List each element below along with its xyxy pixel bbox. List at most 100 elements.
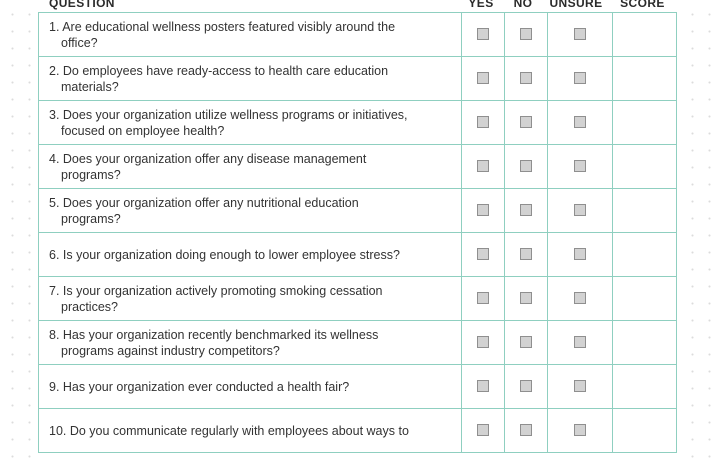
no-cell: [504, 276, 548, 321]
no-checkbox[interactable]: [520, 292, 532, 305]
question-text: 9. Has your organization ever conducted …: [49, 379, 350, 394]
unsure-checkbox[interactable]: [574, 248, 586, 261]
yes-cell: [461, 56, 505, 101]
unsure-checkbox[interactable]: [574, 336, 586, 349]
score-field[interactable]: [612, 56, 677, 101]
yes-cell: [461, 188, 505, 233]
unsure-checkbox[interactable]: [574, 292, 586, 305]
question-text: 2. Do employees have ready-access to hea…: [49, 63, 389, 94]
table-row: 6. Is your organization doing enough to …: [38, 232, 677, 277]
no-checkbox[interactable]: [520, 380, 532, 393]
question-cell: 10. Do you communicate regularly with em…: [38, 408, 462, 453]
unsure-cell: [547, 144, 613, 189]
unsure-cell: [547, 188, 613, 233]
question-cell: 7. Is your organization actively promoti…: [38, 276, 462, 321]
yes-checkbox[interactable]: [477, 248, 489, 261]
header-no: NO: [513, 0, 533, 10]
question-text: 4. Does your organization offer any dise…: [49, 151, 367, 182]
header-question: QUESTION: [49, 0, 115, 10]
yes-checkbox[interactable]: [477, 72, 489, 85]
questions-table: 1. Are educational wellness posters feat…: [38, 12, 677, 453]
score-field[interactable]: [612, 232, 677, 277]
unsure-checkbox[interactable]: [574, 28, 586, 41]
no-checkbox[interactable]: [520, 424, 532, 437]
yes-cell: [461, 12, 505, 57]
score-field[interactable]: [612, 144, 677, 189]
table-row: 1. Are educational wellness posters feat…: [38, 12, 677, 57]
yes-cell: [461, 100, 505, 145]
no-cell: [504, 232, 548, 277]
yes-checkbox[interactable]: [477, 160, 489, 173]
unsure-checkbox[interactable]: [574, 72, 586, 85]
score-field[interactable]: [612, 364, 677, 409]
unsure-cell: [547, 12, 613, 57]
yes-checkbox[interactable]: [477, 380, 489, 393]
yes-checkbox[interactable]: [477, 204, 489, 217]
table-row: 10. Do you communicate regularly with em…: [38, 408, 677, 453]
table-row: 8. Has your organization recently benchm…: [38, 320, 677, 365]
yes-checkbox[interactable]: [477, 424, 489, 437]
question-cell: 9. Has your organization ever conducted …: [38, 364, 462, 409]
unsure-cell: [547, 364, 613, 409]
question-cell: 3. Does your organization utilize wellne…: [38, 100, 462, 145]
yes-cell: [461, 144, 505, 189]
yes-cell: [461, 320, 505, 365]
score-field[interactable]: [612, 276, 677, 321]
header-yes: YES: [468, 0, 494, 10]
no-cell: [504, 320, 548, 365]
header-unsure: UNSURE: [549, 0, 603, 10]
yes-checkbox[interactable]: [477, 292, 489, 305]
unsure-checkbox[interactable]: [574, 160, 586, 173]
no-checkbox[interactable]: [520, 72, 532, 85]
table-row: 2. Do employees have ready-access to hea…: [38, 56, 677, 101]
table-header: QUESTION YES NO UNSURE SCORE: [38, 0, 677, 12]
question-cell: 1. Are educational wellness posters feat…: [38, 12, 462, 57]
unsure-checkbox[interactable]: [574, 380, 586, 393]
unsure-checkbox[interactable]: [574, 204, 586, 217]
score-field[interactable]: [612, 100, 677, 145]
unsure-checkbox[interactable]: [574, 424, 586, 437]
table-row: 4. Does your organization offer any dise…: [38, 144, 677, 189]
question-text: 3. Does your organization utilize wellne…: [49, 107, 408, 138]
no-checkbox[interactable]: [520, 248, 532, 261]
question-cell: 4. Does your organization offer any dise…: [38, 144, 462, 189]
question-cell: 5. Does your organization offer any nutr…: [38, 188, 462, 233]
yes-cell: [461, 408, 505, 453]
no-cell: [504, 56, 548, 101]
question-text: 1. Are educational wellness posters feat…: [49, 19, 396, 50]
yes-cell: [461, 364, 505, 409]
score-field[interactable]: [612, 188, 677, 233]
table-row: 3. Does your organization utilize wellne…: [38, 100, 677, 145]
question-cell: 8. Has your organization recently benchm…: [38, 320, 462, 365]
question-text: 6. Is your organization doing enough to …: [49, 247, 400, 262]
score-field[interactable]: [612, 12, 677, 57]
question-cell: 6. Is your organization doing enough to …: [38, 232, 462, 277]
questionnaire-sheet: QUESTION YES NO UNSURE SCORE 1. Are educ…: [38, 0, 677, 458]
question-text: 7. Is your organization actively promoti…: [49, 283, 383, 314]
table-row: 7. Is your organization actively promoti…: [38, 276, 677, 321]
unsure-cell: [547, 320, 613, 365]
score-field[interactable]: [612, 408, 677, 453]
no-cell: [504, 12, 548, 57]
question-text: 10. Do you communicate regularly with em…: [49, 423, 409, 438]
unsure-cell: [547, 276, 613, 321]
unsure-cell: [547, 232, 613, 277]
no-cell: [504, 408, 548, 453]
yes-checkbox[interactable]: [477, 336, 489, 349]
table-row: 5. Does your organization offer any nutr…: [38, 188, 677, 233]
no-cell: [504, 188, 548, 233]
yes-checkbox[interactable]: [477, 28, 489, 41]
no-checkbox[interactable]: [520, 116, 532, 129]
yes-checkbox[interactable]: [477, 116, 489, 129]
no-checkbox[interactable]: [520, 336, 532, 349]
unsure-checkbox[interactable]: [574, 116, 586, 129]
score-field[interactable]: [612, 320, 677, 365]
no-checkbox[interactable]: [520, 160, 532, 173]
unsure-cell: [547, 56, 613, 101]
no-checkbox[interactable]: [520, 204, 532, 217]
no-cell: [504, 144, 548, 189]
question-cell: 2. Do employees have ready-access to hea…: [38, 56, 462, 101]
yes-cell: [461, 232, 505, 277]
header-score: SCORE: [620, 0, 665, 10]
no-checkbox[interactable]: [520, 28, 532, 41]
